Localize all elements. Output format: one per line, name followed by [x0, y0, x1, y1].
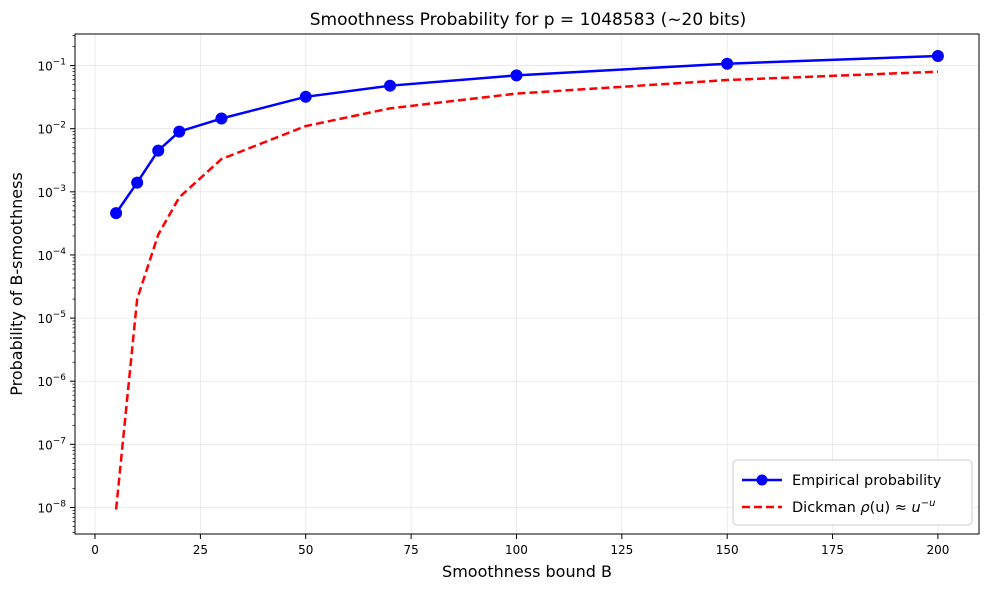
x-axis-ticks: 0 25 50 75 100 125 150 175 200: [91, 534, 949, 557]
y-tick-label: 10−7: [37, 436, 66, 452]
x-tick-label: 125: [610, 543, 633, 557]
y-axis-label: Probability of B-smoothness: [7, 172, 26, 396]
series-line-empirical: [115, 54, 938, 214]
legend-dickman-prefix: Dickman: [792, 500, 860, 516]
y-tick-label: 10−5: [37, 310, 66, 326]
legend-dickman-approx: ≈: [890, 500, 911, 516]
plot-frame: [74, 33, 980, 535]
y-tick-label: 10−3: [37, 184, 66, 200]
y-tick-label: 10−8: [37, 499, 66, 515]
grid: [75, 34, 979, 534]
empirical-point: [299, 90, 312, 103]
empirical-point: [931, 49, 944, 62]
series-layer: [110, 49, 944, 510]
empirical-point: [384, 79, 397, 92]
x-tick-label: 75: [403, 543, 418, 557]
legend-dickman-exp: −u: [921, 498, 936, 509]
empirical-point: [173, 125, 186, 138]
legend: Empirical probability Dickman ρ(u) ≈ u−u: [732, 459, 973, 526]
x-tick-label: 175: [821, 543, 844, 557]
y-tick-label: 10−4: [37, 247, 66, 263]
series-line-dickman: [114, 70, 938, 510]
empirical-point: [110, 207, 123, 220]
y-axis-ticks: 10−8 10−7 10−6 10−5 10−4 10−3 10−2 10−1: [37, 35, 75, 533]
empirical-point: [152, 144, 165, 157]
legend-empirical-label: Empirical probability: [792, 473, 942, 489]
x-axis-label: Smoothness bound B: [442, 562, 612, 581]
legend-dickman-label: Dickman ρ(u) ≈ u−u: [792, 498, 935, 516]
x-tick-label: 200: [926, 543, 949, 557]
x-tick-label: 50: [298, 543, 313, 557]
legend-box: [732, 459, 973, 526]
x-tick-label: 0: [91, 543, 99, 557]
empirical-point: [215, 112, 228, 125]
y-tick-label: 10−6: [37, 373, 66, 389]
x-tick-label: 25: [193, 543, 208, 557]
y-tick-label: 10−1: [37, 58, 66, 74]
legend-dickman-base: u: [911, 500, 920, 516]
y-tick-label: 10−2: [37, 121, 66, 137]
legend-dickman-rho: ρ: [860, 500, 870, 516]
empirical-point: [510, 69, 523, 82]
legend-empirical-marker: [756, 474, 768, 486]
empirical-point: [721, 57, 734, 70]
x-tick-label: 150: [716, 543, 739, 557]
legend-dickman-arg: (u): [870, 500, 891, 516]
empirical-point: [131, 176, 144, 189]
x-tick-label: 100: [505, 543, 528, 557]
chart-title: Smoothness Probability for p = 1048583 (…: [310, 10, 747, 30]
